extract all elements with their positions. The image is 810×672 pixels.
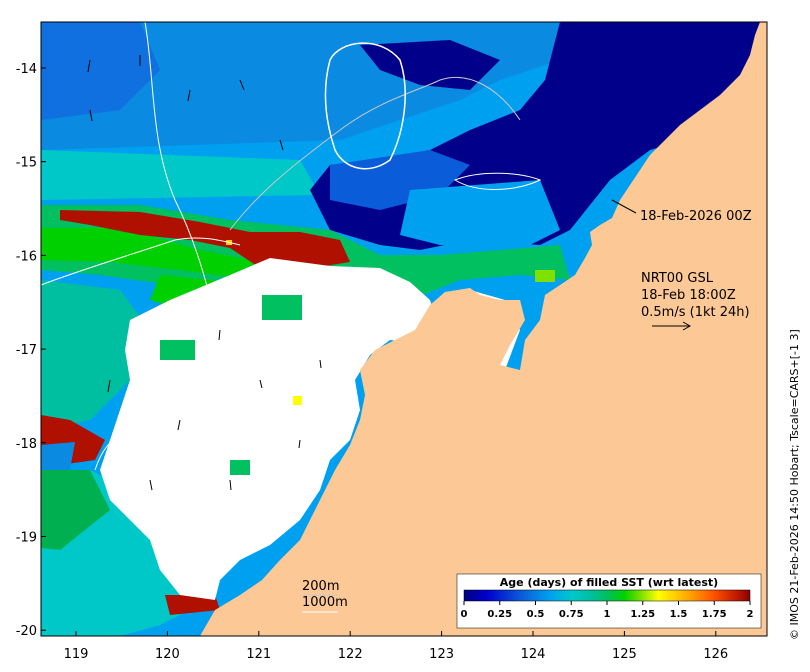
y-tick-label: -18 [16,437,37,452]
colorbar-tick-label: 0.5 [527,609,545,620]
time-label: 18-Feb-2026 00Z [640,209,752,224]
credit-label: © IMOS 21-Feb-2026 14:50 Hobart; Tscale=… [788,329,801,640]
isobath-contour-1000m [94,22,221,471]
colorbar-tick-label: 1.75 [702,609,727,620]
vector-scale-label: 0.5m/s (1kt 24h) [641,305,750,320]
sst-region-darkblue-north [360,40,500,90]
colorbar-tick-label: 1.25 [630,609,655,620]
sst-speck-green-2 [160,340,195,360]
vector-scale-arrow [652,321,692,331]
colorbar-tick-label: 0 [461,609,468,620]
x-axis: 119 120 121 122 123 124 125 126 [64,631,728,662]
x-tick-label: 120 [155,647,180,662]
y-tick-label: -20 [16,624,37,639]
sst-region-brightgreen-band [41,228,260,278]
colorbar-tick-label: 1.5 [670,609,688,620]
plot-frame [40,21,768,637]
sst-region-lightblue-coast [400,180,560,250]
current-vectors [87,55,322,491]
x-tick-label: 125 [612,647,637,662]
sst-region-teal-west [41,280,150,430]
y-tick-label: -14 [16,62,37,77]
x-tick-label: 126 [703,647,728,662]
colorbar-tick-label: 0.75 [559,609,584,620]
x-tick-label: 122 [338,647,363,662]
product-label: NRT00 GSL [641,271,714,286]
land-mass [200,22,767,636]
y-tick-label: -17 [16,343,37,358]
sst-speck-green-4 [535,270,555,282]
y-tick-label: -16 [16,249,37,264]
isobath-1000m-label: 1000m [302,595,348,610]
isobath-200m-label: 200m [302,579,339,594]
y-tick-label: -19 [16,531,37,546]
isobath-contour-ring [324,42,406,170]
y-tick-label: -15 [16,156,37,171]
sst-region-darkred-band [60,210,350,270]
colorbar-ramp [463,589,751,602]
sst-speck-yellow [293,396,302,405]
colorbar-ticks: 0 0.25 0.5 0.75 1 1.25 1.5 1.75 2 [461,601,754,620]
colorbar-tick-label: 2 [747,609,754,620]
sst-speck-green-3 [230,460,250,475]
colorbar-tick-label: 0.25 [487,609,512,620]
sst-speck-green-1 [262,295,302,320]
sst-region-blue-west [41,22,160,120]
x-tick-label: 123 [429,647,454,662]
colorbar-title: Age (days) of filled SST (wrt latest) [500,576,718,589]
map-plot-area [41,22,767,636]
isobath-contour-200m [229,76,521,231]
isobath-contour-west [41,237,241,286]
sst-region-blue-patch-west [41,442,75,470]
isobath-contour-east [453,172,542,190]
sst-region-darkred-south [165,595,220,615]
sst-region-cyan-west [41,150,320,200]
y-axis: -14 -15 -16 -17 -18 -19 -20 [16,62,46,639]
colorbar-tick-label: 1 [604,609,611,620]
x-tick-label: 124 [521,647,546,662]
time-label-pointer [611,199,637,214]
x-tick-label: 119 [64,647,89,662]
sst-region-green-south [41,470,110,550]
x-tick-label: 121 [246,647,271,662]
product-time-label: 18-Feb 18:00Z [641,288,736,303]
